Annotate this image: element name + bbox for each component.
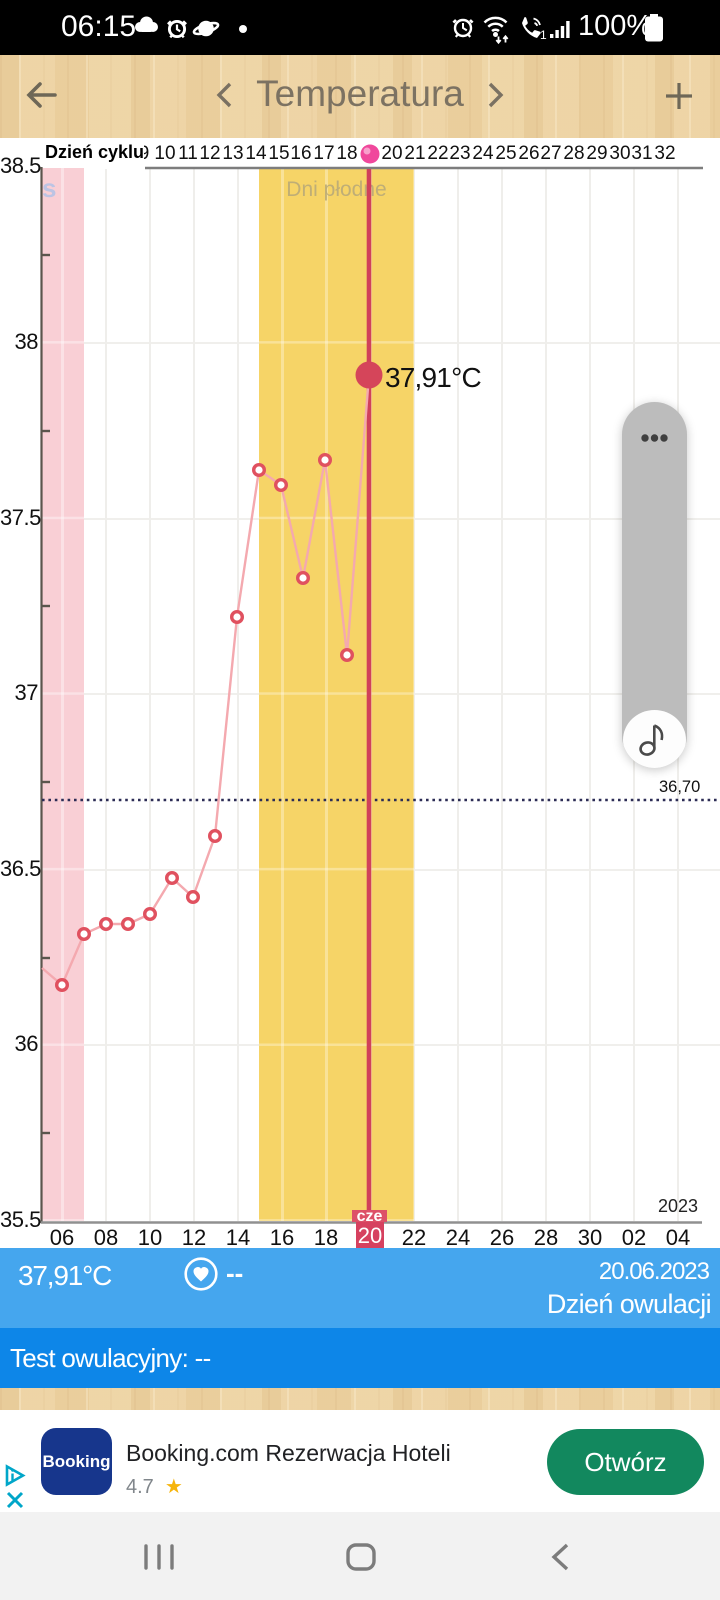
svg-text:1: 1 — [540, 28, 547, 42]
